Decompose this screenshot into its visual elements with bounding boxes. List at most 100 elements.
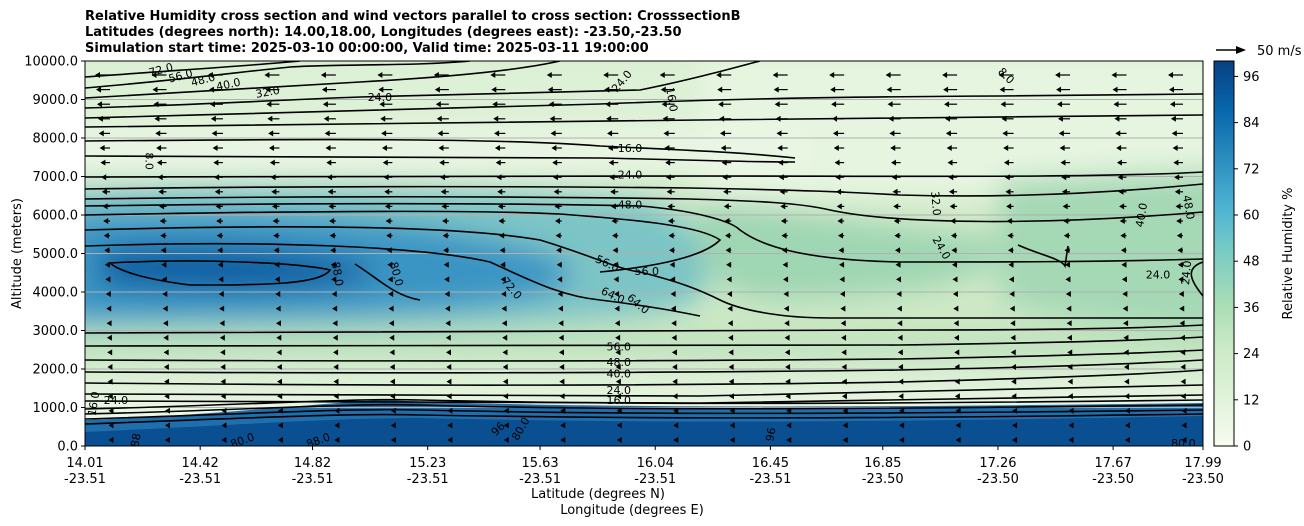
- wind-vector: [322, 101, 336, 108]
- wind-vector: [833, 145, 845, 151]
- wind-vector: [614, 320, 620, 327]
- wind-vector: [1177, 247, 1183, 254]
- wind-vector: [613, 276, 619, 283]
- wind-vector: [839, 276, 845, 283]
- wind-vector: [899, 437, 905, 443]
- contour-label: 16.0: [606, 394, 631, 407]
- wind-vector: [955, 407, 961, 414]
- wind-vector: [1055, 72, 1071, 78]
- wind-vector: [1010, 364, 1016, 370]
- wind-vector: [1178, 291, 1184, 297]
- wind-vector: [898, 378, 904, 385]
- wind-vector: [1119, 218, 1127, 224]
- contour-label: 16.0: [85, 391, 102, 417]
- wind-vector: [557, 291, 563, 297]
- wind-vector: [722, 174, 732, 181]
- wind-vector: [162, 291, 168, 297]
- wind-vector: [270, 174, 280, 181]
- wind-vector: [214, 174, 223, 181]
- wind-vector: [1067, 364, 1073, 370]
- wind-vector: [1010, 334, 1016, 341]
- wind-vector: [327, 188, 336, 195]
- wind-vector: [727, 291, 733, 297]
- wind-vector: [1065, 276, 1071, 283]
- chart-title-line-3: Simulation start time: 2025-03-10 00:00:…: [85, 41, 649, 56]
- wind-vector: [832, 130, 845, 137]
- wind-vector: [1117, 174, 1127, 181]
- wind-vector: [673, 437, 679, 443]
- wind-vector: [439, 159, 449, 166]
- wind-vector: [390, 437, 396, 443]
- wind-vector: [955, 437, 961, 443]
- wind-vector: [1116, 145, 1127, 151]
- wind-vector: [108, 437, 114, 443]
- wind-vector: [898, 393, 904, 400]
- wind-vector: [613, 261, 619, 268]
- wind-vector: [603, 72, 619, 78]
- wind-vector: [277, 378, 283, 385]
- wind-vector: [1181, 422, 1187, 429]
- x-axis-ticks: 14.01-23.5114.42-23.5114.82-23.5115.23-2…: [64, 446, 1224, 487]
- wind-vector: [155, 130, 167, 137]
- wind-vector: [216, 218, 223, 224]
- wind-vector: [161, 276, 167, 283]
- wind-vector: [717, 86, 732, 93]
- wind-vector: [721, 159, 732, 166]
- wind-vector: [1111, 72, 1127, 78]
- wind-vector: [1001, 115, 1014, 122]
- wind-vector: [218, 291, 224, 297]
- wind-vector: [333, 393, 339, 400]
- wind-vector: [323, 115, 336, 122]
- wind-vector: [953, 305, 959, 312]
- y-tick-label: 6000.0: [33, 209, 79, 224]
- wind-vector: [219, 320, 225, 327]
- wind-vector: [839, 291, 845, 297]
- wind-vector: [443, 247, 449, 254]
- wind-vector: [842, 437, 848, 443]
- wind-vector: [164, 422, 170, 429]
- wind-vector: [673, 407, 679, 414]
- wind-vector: [333, 378, 339, 385]
- wind-vector: [381, 130, 393, 137]
- wind-vector: [1173, 159, 1183, 166]
- wind-vector: [211, 130, 223, 137]
- wind-vector: [94, 72, 110, 78]
- wind-vector: [1008, 261, 1014, 268]
- wind-vector: [163, 364, 169, 370]
- wind-vector: [785, 364, 791, 370]
- wind-vector: [896, 291, 902, 297]
- wind-vector: [556, 261, 562, 268]
- wind-vector: [837, 218, 845, 224]
- wind-vector: [1003, 159, 1014, 166]
- wind-vector: [1011, 393, 1017, 400]
- wind-vector: [896, 305, 902, 312]
- wind-vector: [612, 232, 619, 239]
- wind-vector: [614, 291, 620, 297]
- wind-vector: [381, 145, 393, 151]
- wind-vector: [944, 101, 958, 108]
- wind-vector: [1012, 437, 1018, 443]
- wind-vector: [954, 378, 960, 385]
- wind-vector: [1174, 188, 1183, 195]
- wind-vector: [841, 334, 847, 341]
- wind-vector: [384, 203, 393, 210]
- wind-vector: [164, 393, 170, 400]
- wind-vector: [1116, 159, 1127, 166]
- wind-vector: [433, 72, 449, 78]
- wind-vector: [220, 393, 226, 400]
- wind-vector: [389, 334, 395, 341]
- wind-vector: [724, 218, 732, 224]
- wind-vector: [841, 349, 847, 356]
- wind-vector: [329, 218, 336, 224]
- wind-vector: [1060, 159, 1071, 166]
- wind-vector: [1000, 101, 1014, 108]
- wind-vector: [1067, 349, 1073, 356]
- x-tick-label-lon: -23.51: [64, 472, 106, 487]
- wind-vector: [830, 86, 845, 93]
- wind-vector: [551, 145, 562, 151]
- wind-vector: [442, 218, 449, 224]
- wind-vector: [1067, 393, 1073, 400]
- wind-vector: [267, 115, 280, 122]
- wind-vector: [671, 334, 677, 341]
